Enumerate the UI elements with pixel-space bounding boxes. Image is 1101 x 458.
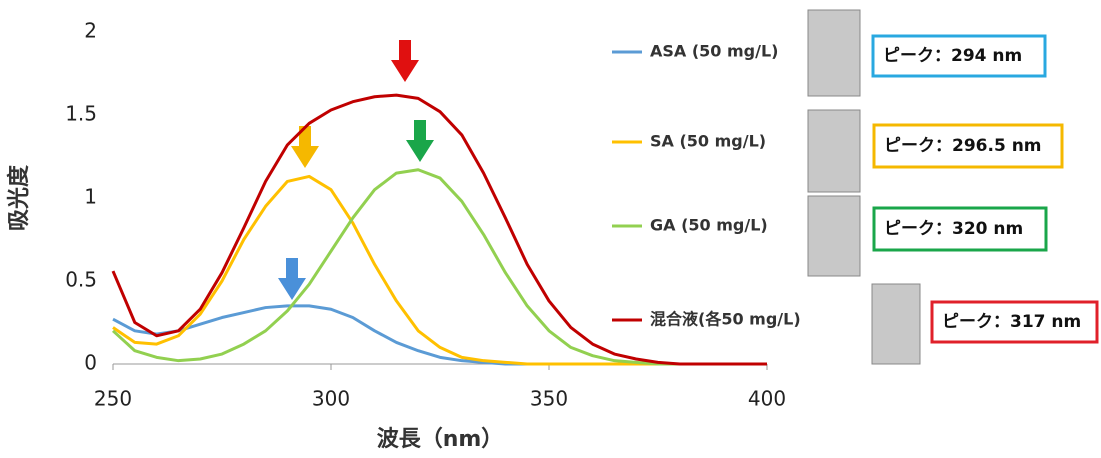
y-tick-label: 1 bbox=[84, 185, 97, 209]
peak-arrows bbox=[278, 40, 434, 300]
legend-label: ASA (50 mg/L) bbox=[650, 42, 778, 61]
x-tick-label: 300 bbox=[312, 387, 350, 411]
vial-photo bbox=[807, 9, 861, 97]
peak-box bbox=[872, 206, 1048, 252]
peak-box bbox=[871, 34, 1047, 78]
vial-photo bbox=[871, 283, 921, 365]
y-axis-label: 吸光度 bbox=[6, 164, 32, 231]
arrow bbox=[391, 40, 419, 82]
series-line bbox=[111, 93, 767, 366]
vial-photo bbox=[807, 195, 861, 277]
legend-label: SA (50 mg/L) bbox=[650, 132, 766, 151]
y-tick-label: 0.5 bbox=[65, 268, 97, 292]
x-axis-label: 波長（nm） bbox=[377, 427, 504, 452]
y-tick-label: 2 bbox=[84, 19, 97, 43]
peak-label: ピーク：317 nm bbox=[942, 312, 1081, 332]
peak-label: ピーク：320 nm bbox=[884, 219, 1023, 239]
peak-label: ピーク：296.5 nm bbox=[884, 136, 1042, 156]
vial-photo bbox=[807, 109, 861, 193]
arrow bbox=[278, 258, 306, 300]
x-tick-label: 250 bbox=[94, 387, 132, 411]
legend-label: GA (50 mg/L) bbox=[650, 216, 768, 235]
peak-label: ピーク：294 nm bbox=[883, 46, 1022, 66]
arrow bbox=[406, 120, 434, 162]
peak-box bbox=[930, 300, 1099, 344]
arrow bbox=[291, 126, 319, 168]
series-line bbox=[111, 168, 767, 366]
x-tick-label: 350 bbox=[530, 387, 568, 411]
peak-box bbox=[872, 123, 1064, 169]
series-line bbox=[112, 174, 767, 366]
photos bbox=[807, 9, 921, 365]
y-tick-label: 0 bbox=[84, 351, 97, 375]
x-tick-label: 400 bbox=[748, 387, 786, 411]
y-tick-label: 1.5 bbox=[65, 102, 97, 126]
legend-label: 混合液(各50 mg/L) bbox=[650, 310, 801, 329]
